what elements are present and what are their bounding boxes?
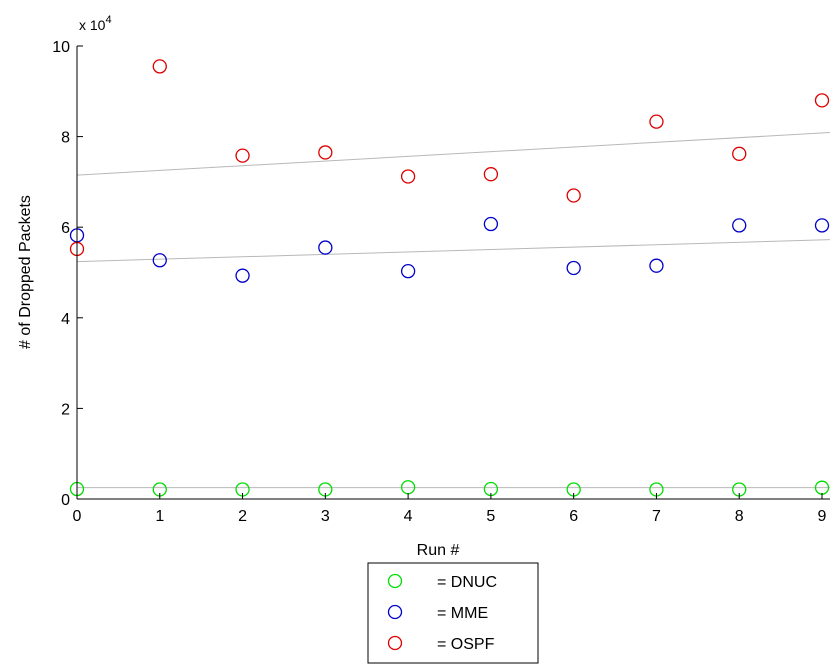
y-exponent-base: x 10 (79, 17, 106, 33)
x-tick-label: 4 (404, 508, 413, 525)
data-point (400, 169, 416, 184)
data-point (566, 260, 581, 276)
y-tick-label: 8 (61, 130, 70, 147)
y-axis-title: # of Dropped Packets (17, 195, 34, 349)
data-point (235, 268, 250, 283)
data-point (235, 148, 250, 163)
legend-marker (387, 604, 403, 620)
x-tick-label: 0 (73, 508, 82, 525)
data-point (318, 240, 333, 255)
x-axis-title: Run # (417, 542, 460, 559)
y-tick-label: 4 (61, 311, 70, 328)
x-tick-label: 3 (321, 508, 330, 525)
data-point (483, 216, 499, 232)
legend-label: = OSPF (437, 636, 495, 653)
y-tick-label: 0 (61, 492, 70, 509)
x-tick-label: 8 (735, 508, 744, 525)
data-point (814, 93, 830, 108)
legend-label: = MME (437, 605, 488, 622)
data-point (814, 218, 830, 233)
y-tick-label: 6 (61, 220, 70, 237)
data-point (732, 218, 747, 233)
legend-marker (387, 573, 403, 589)
y-axis-ticks: 0 2 4 6 8 10 (52, 39, 83, 509)
x-tick-label: 9 (818, 508, 827, 525)
y-exponent-power: 4 (105, 14, 111, 26)
data-point (483, 167, 499, 182)
y-tick-label: 10 (52, 39, 70, 56)
legend-items: = DNUC = MME = OSPF (387, 573, 497, 653)
trend-line (76, 132, 830, 176)
data-point (318, 145, 333, 160)
plot-area (77, 46, 830, 499)
data-point (566, 188, 581, 203)
data-point (152, 59, 167, 74)
y-tick-label: 2 (61, 401, 70, 418)
legend-label: = DNUC (437, 574, 497, 591)
x-tick-label: 6 (569, 508, 578, 525)
trend-lines (76, 132, 830, 489)
data-point (649, 114, 664, 129)
legend-box (367, 562, 539, 664)
x-axis-ticks: 0 1 2 3 4 5 6 7 8 9 (73, 493, 827, 525)
data-point (732, 146, 747, 161)
x-tick-label: 2 (238, 508, 247, 525)
legend-marker (387, 635, 403, 651)
trend-line (76, 239, 830, 263)
data-point (649, 258, 664, 273)
y-exponent-label: x 104 (79, 14, 112, 33)
x-tick-label: 5 (486, 508, 495, 525)
x-tick-label: 7 (652, 508, 661, 525)
x-tick-label: 1 (155, 508, 164, 525)
data-point (152, 253, 167, 268)
legend: = DNUC = MME = OSPF (367, 562, 539, 664)
data-point (400, 263, 416, 279)
